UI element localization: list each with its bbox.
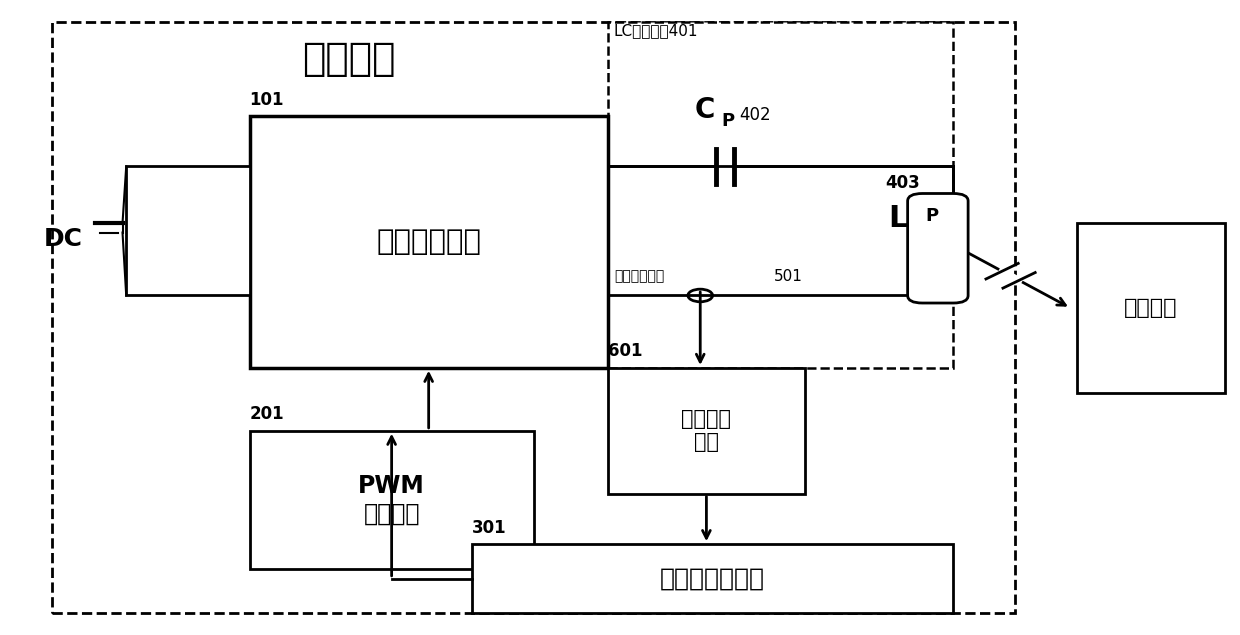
Text: 电流检测回路: 电流检测回路: [614, 270, 665, 284]
Text: 数字信号处理器: 数字信号处理器: [660, 566, 765, 591]
Text: 403: 403: [885, 173, 920, 192]
Text: 501: 501: [774, 269, 804, 284]
Text: LC谐振回路401: LC谐振回路401: [614, 23, 698, 39]
Bar: [1076, 223, 1225, 393]
Text: $\mathbf{L}$: $\mathbf{L}$: [888, 204, 909, 233]
Text: 301: 301: [472, 519, 506, 537]
Bar: [126, 166, 249, 295]
Text: 发射装置: 发射装置: [301, 41, 396, 79]
Text: DC: DC: [43, 227, 83, 251]
Text: PWM
驱动电路: PWM 驱动电路: [358, 474, 425, 526]
Text: 信号调理
回路: 信号调理 回路: [682, 409, 732, 452]
Text: 接收装置: 接收装置: [1125, 298, 1178, 318]
Text: 601: 601: [608, 342, 642, 360]
FancyBboxPatch shape: [908, 194, 968, 303]
Text: 201: 201: [249, 405, 284, 424]
Bar: [249, 116, 608, 368]
Bar: [608, 368, 805, 494]
Text: 402: 402: [740, 106, 771, 124]
Text: $\mathbf{P}$: $\mathbf{P}$: [925, 208, 939, 225]
Text: 101: 101: [249, 91, 284, 109]
Bar: [608, 22, 954, 368]
Text: $\mathbf{P}$: $\mathbf{P}$: [722, 112, 735, 130]
Text: 高频逆变电路: 高频逆变电路: [376, 228, 481, 256]
Bar: [249, 431, 533, 570]
Bar: [472, 544, 954, 613]
Text: $\mathbf{C}$: $\mathbf{C}$: [694, 96, 714, 124]
Bar: [52, 22, 1016, 613]
